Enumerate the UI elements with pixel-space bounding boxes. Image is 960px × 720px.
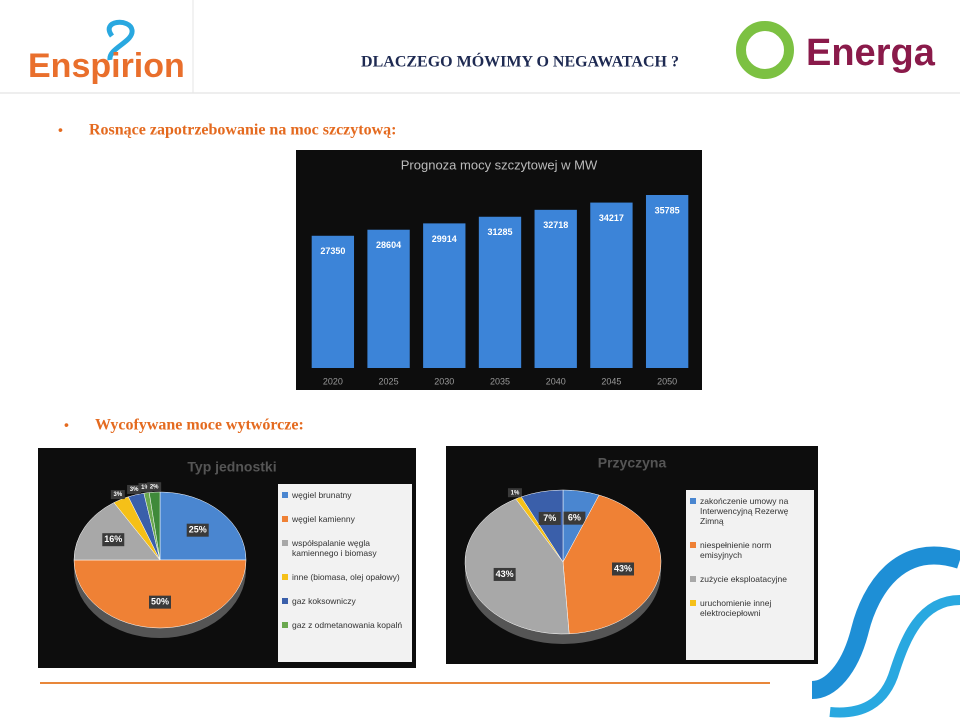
legend-entry: współspalanie węgla kamiennego i biomasy	[282, 538, 408, 558]
legend: zakończenie umowy na Interwencyjną Rezer…	[686, 490, 814, 660]
value-label: 31285	[487, 227, 512, 237]
x-tick-label: 2045	[601, 376, 621, 386]
legend-label: gaz koksowniczy	[292, 596, 356, 606]
bullet: •	[58, 122, 63, 138]
x-tick-label: 2035	[490, 376, 510, 386]
bullet: •	[64, 417, 69, 433]
bar	[478, 216, 522, 368]
legend-swatch	[690, 600, 696, 606]
legend-entry: uruchomienie innej elektrociepłowni	[690, 598, 810, 618]
pie-slice	[562, 494, 662, 635]
bullet-text: Rosnące zapotrzebowanie na moc szczytową…	[89, 122, 396, 139]
pie-slice	[73, 502, 161, 561]
legend-swatch	[282, 540, 288, 546]
legend: węgiel brunatny węgiel kamienny współspala…	[278, 484, 412, 662]
chart-title: Typ jednostki	[187, 459, 276, 475]
bar	[590, 202, 633, 368]
legend-entry: inne (biomasa, olej opałowy)	[282, 572, 408, 582]
legend-swatch	[690, 498, 696, 504]
legend-swatch	[690, 576, 696, 582]
legend-label: współspalanie węgla kamiennego i biomasy	[292, 538, 377, 558]
value-label-box	[149, 595, 171, 609]
logo-right: Energa	[806, 32, 936, 74]
value-label-box	[147, 482, 162, 492]
legend-label: węgiel kamienny	[292, 514, 355, 524]
value-label: 1%	[511, 490, 520, 496]
value-label-box	[186, 523, 209, 537]
pie-slice	[464, 498, 570, 635]
logo-mark	[106, 19, 135, 61]
value-label: 28604	[376, 240, 401, 250]
decor-swirl	[811, 546, 960, 699]
legend-entry: zakończenie umowy na Interwencyjną Rezer…	[690, 496, 810, 526]
logo-left: Enspirion	[28, 47, 185, 85]
legend-label: niespełnienie norm emisyjnych	[700, 540, 772, 560]
value-label: 7%	[543, 513, 556, 523]
x-tick-label: 2030	[434, 376, 454, 386]
legend-swatch	[690, 542, 696, 548]
value-label: 29914	[432, 234, 457, 244]
value-label: 34217	[599, 213, 624, 223]
legend-entry: niespełnienie norm emisyjnych	[690, 540, 810, 560]
bar	[645, 195, 689, 368]
legend-swatch	[282, 492, 288, 498]
bullet-text: Wycofywane moce wytwórcze:	[95, 417, 304, 434]
legend-entry: węgiel kamienny	[282, 514, 408, 524]
slide-title: DLACZEGO MÓWIMY O NEGAWATACH ?	[361, 52, 679, 71]
x-tick-label: 2025	[379, 376, 399, 386]
legend-label: uruchomienie innej elektrociepłowni	[700, 598, 772, 618]
legend-swatch	[282, 598, 288, 604]
legend-label: węgiel brunatny	[292, 490, 352, 500]
value-label-box	[102, 533, 125, 547]
value-label-box	[110, 490, 125, 500]
bar	[367, 229, 410, 368]
value-label: 3%	[113, 492, 122, 498]
value-label: 50%	[151, 597, 169, 607]
legend-label: gaz z odmetanowania kopalń	[292, 620, 403, 630]
legend-entry: węgiel brunatny	[282, 490, 408, 500]
pie-slice	[148, 491, 161, 561]
legend-entry: gaz koksowniczy	[282, 596, 408, 606]
value-label: 16%	[104, 534, 122, 544]
bar	[423, 223, 466, 368]
x-tick-label: 2020	[323, 376, 343, 386]
legend-swatch	[282, 574, 288, 580]
decor-swirl	[829, 595, 960, 718]
chart-title: Przyczyna	[598, 455, 667, 471]
x-tick-label: 2040	[546, 376, 566, 386]
value-label: 35785	[655, 205, 680, 215]
bar	[311, 235, 355, 368]
value-label-box	[563, 511, 586, 525]
x-tick-label: 2050	[657, 376, 677, 386]
value-label: 2%	[150, 484, 159, 490]
legend-entry: gaz z odmetanowania kopalń	[282, 620, 408, 630]
value-label: 25%	[189, 525, 207, 535]
legend-swatch	[282, 516, 288, 522]
bar	[534, 209, 577, 368]
value-label-box	[507, 488, 522, 498]
logo-mark	[736, 21, 794, 79]
value-label: 1%	[141, 485, 150, 491]
chart-title: Prognoza mocy szczytowej w MW	[401, 157, 598, 172]
value-label: 32718	[543, 220, 568, 230]
legend-label: zużycie eksploatacyjne	[700, 574, 787, 584]
value-label-box	[127, 484, 142, 494]
legend-swatch	[282, 622, 288, 628]
pie-slice	[73, 559, 247, 629]
legend-label: zakończenie umowy na Interwencyjną Rezer…	[700, 496, 789, 526]
value-label: 6%	[568, 513, 581, 523]
value-label: 3%	[130, 487, 139, 493]
legend-label: inne (biomasa, olej opałowy)	[292, 572, 400, 582]
value-label-box	[138, 482, 153, 492]
value-label-box	[538, 511, 561, 525]
pie-slice	[520, 489, 564, 563]
value-label: 43%	[496, 569, 514, 579]
value-label-box	[493, 567, 516, 581]
legend-entry: zużycie eksploatacyjne	[690, 574, 810, 584]
value-label-box	[612, 562, 635, 576]
value-label: 27350	[320, 246, 345, 256]
value-label: 43%	[614, 563, 632, 573]
